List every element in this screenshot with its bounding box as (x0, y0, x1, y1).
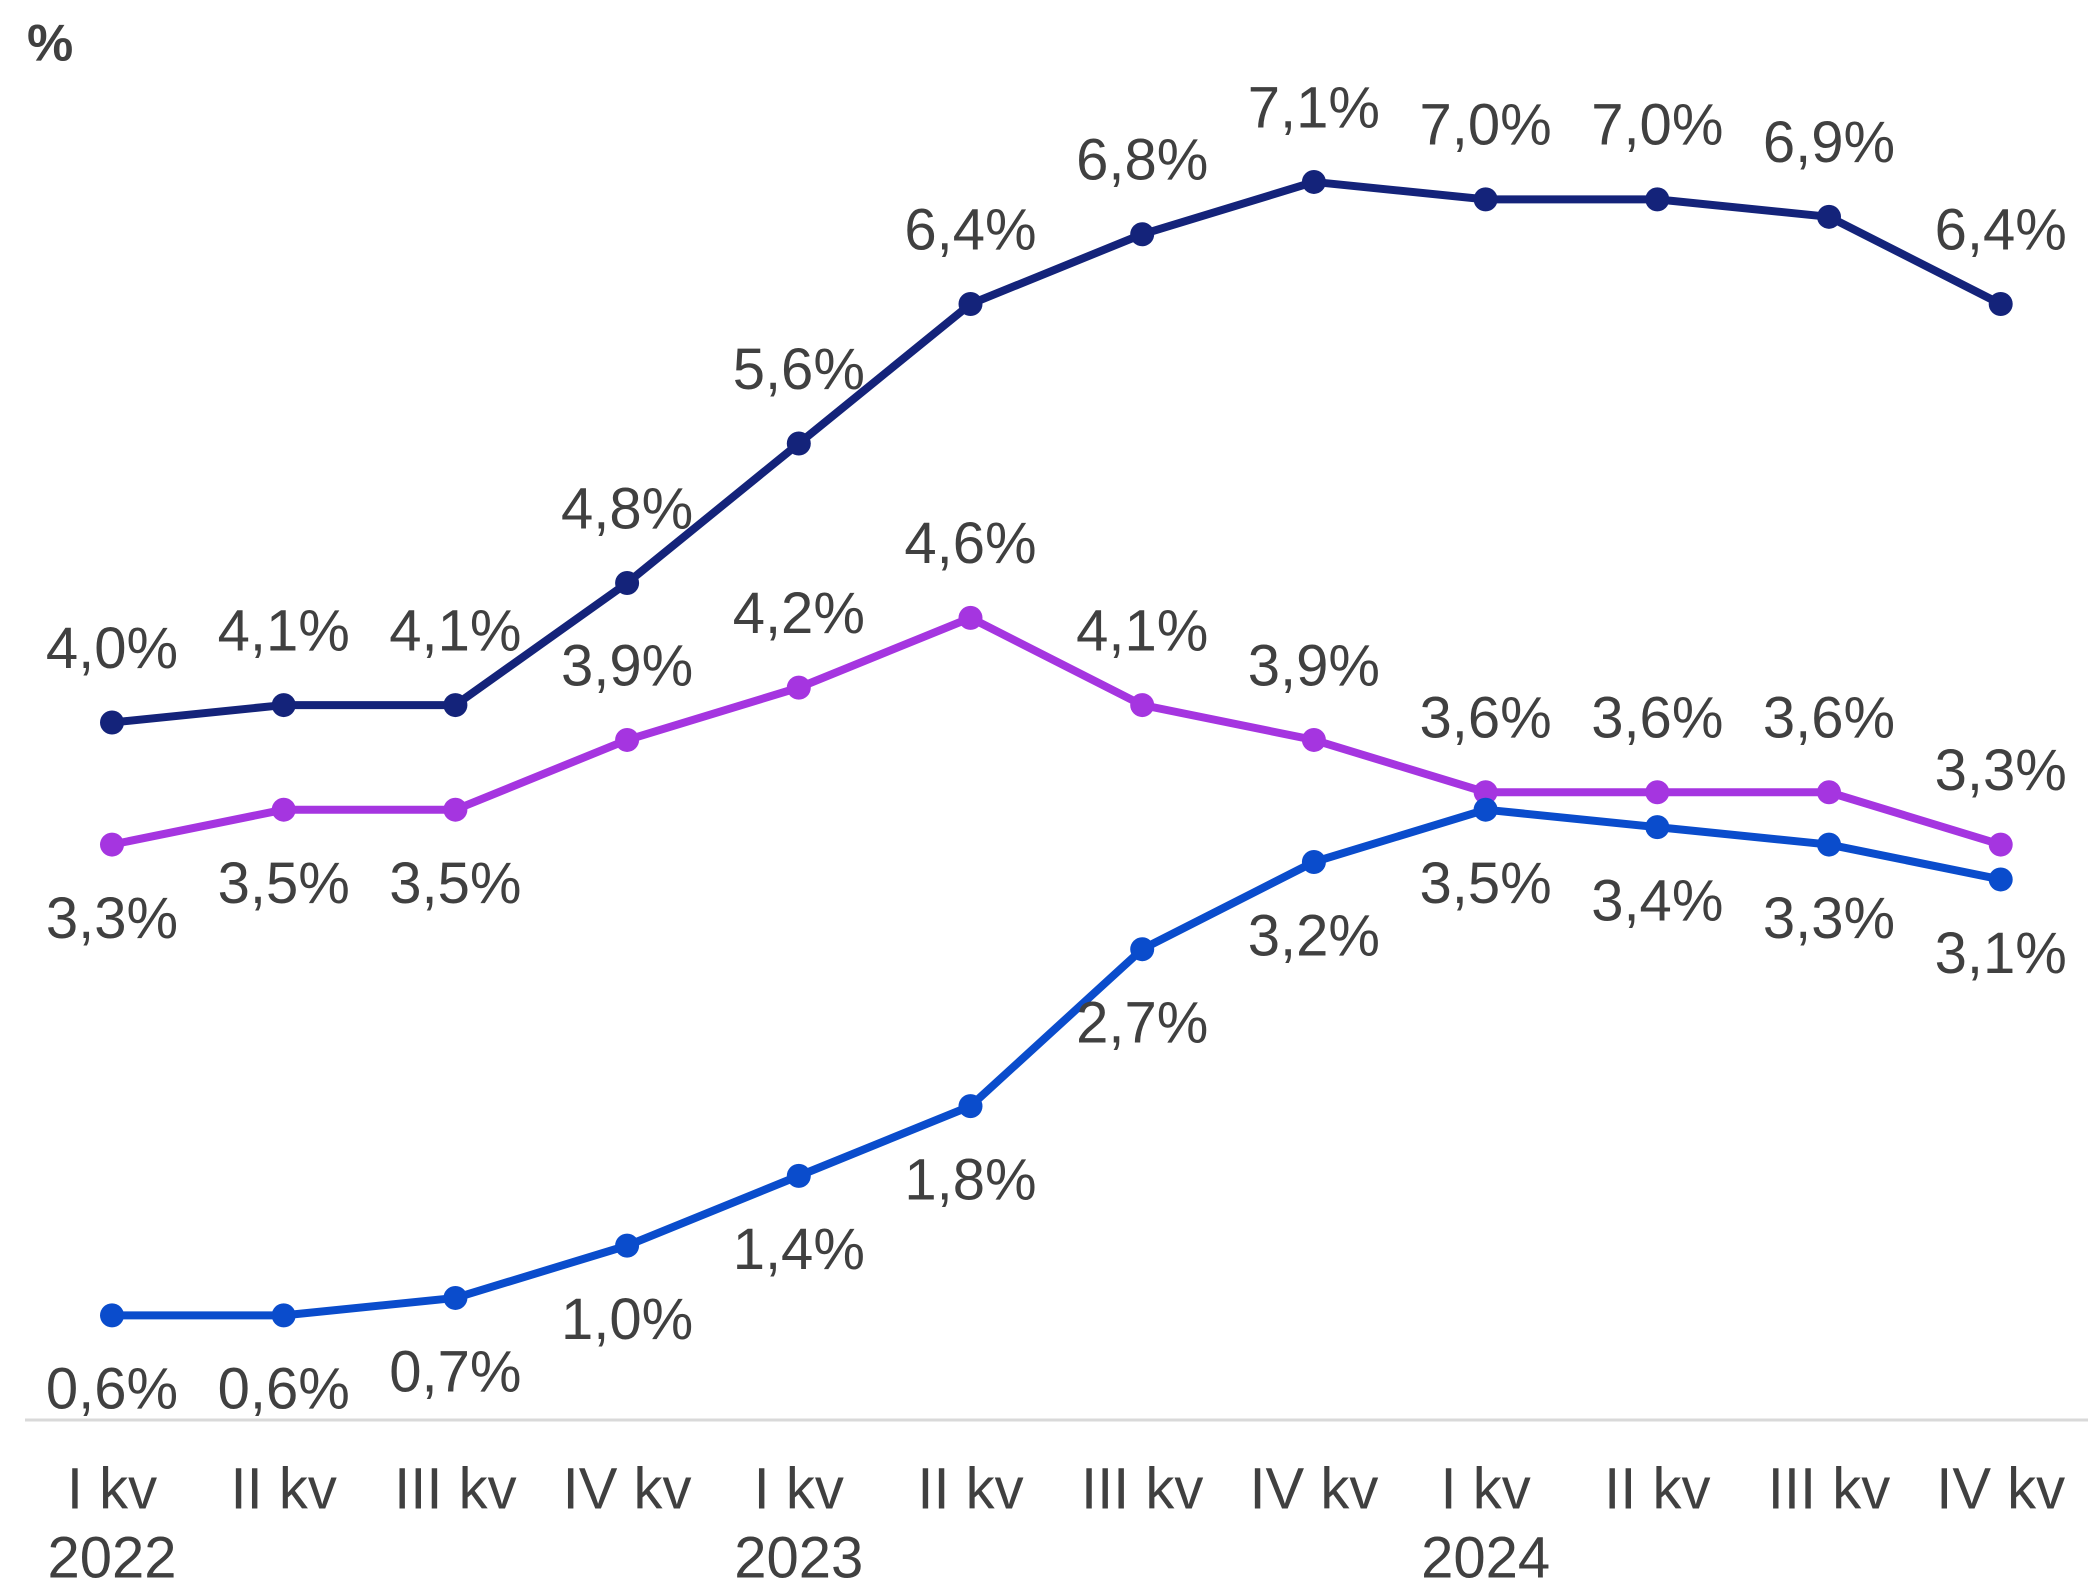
point (1645, 780, 1670, 805)
data-label: 4,1% (218, 598, 350, 663)
data-label: 5,6% (733, 337, 865, 402)
year-label: 2024 (1421, 1525, 1550, 1590)
point (443, 1285, 468, 1310)
point (1130, 693, 1155, 718)
point (1988, 867, 2013, 892)
data-label: 0,6% (46, 1357, 178, 1422)
point (786, 431, 811, 456)
data-label: 4,2% (733, 581, 865, 646)
point (615, 727, 640, 752)
data-label: 3,2% (1248, 903, 1380, 968)
data-label: 3,5% (389, 851, 521, 916)
data-label: 3,9% (1248, 633, 1380, 698)
point (1645, 187, 1670, 212)
data-label: 6,8% (1076, 128, 1208, 193)
data-label: 3,3% (46, 886, 178, 951)
x-tick-label: I kv (1440, 1456, 1530, 1521)
data-label: 6,4% (904, 197, 1036, 262)
point (958, 292, 983, 316)
data-label: 3,5% (218, 851, 350, 916)
data-label: 0,7% (389, 1339, 521, 1404)
point (615, 571, 640, 595)
data-label: 1,0% (561, 1287, 693, 1352)
point (100, 832, 124, 857)
data-label: 3,6% (1591, 686, 1723, 751)
data-label: 2,7% (1076, 991, 1208, 1056)
point (1817, 832, 1841, 857)
point (100, 1303, 124, 1328)
point (271, 797, 296, 822)
x-tick-label: III kv (1081, 1456, 1203, 1521)
unit-label: % (27, 15, 73, 73)
point (271, 1303, 296, 1328)
x-tick-label: II kv (231, 1456, 337, 1521)
point (615, 1233, 640, 1258)
x-tick-label: IV kv (1936, 1456, 2065, 1521)
series-line (111, 177, 2003, 727)
data-label: 3,9% (561, 633, 693, 698)
point (1301, 850, 1326, 874)
point (1130, 937, 1155, 962)
point (958, 1094, 983, 1119)
point (1817, 204, 1841, 229)
point (1301, 169, 1326, 194)
series-line (112, 805, 2002, 1320)
data-label: 4,0% (46, 616, 178, 681)
point (1988, 832, 2013, 857)
point (786, 675, 811, 700)
data-label: 4,8% (561, 476, 693, 541)
point (1473, 187, 1498, 212)
data-label: 3,1% (1935, 921, 2067, 986)
x-tick-label: II kv (917, 1456, 1023, 1521)
year-label: 2022 (47, 1525, 176, 1590)
point (1301, 727, 1326, 752)
data-label: 6,9% (1763, 110, 1895, 175)
data-label: 3,5% (1419, 851, 1551, 916)
point (1817, 780, 1841, 805)
data-label: 7,0% (1419, 93, 1551, 158)
data-label: 3,3% (1763, 886, 1895, 951)
series-line (111, 613, 2002, 849)
x-tick-label: III kv (1768, 1456, 1890, 1521)
data-label: 4,6% (904, 511, 1036, 576)
data-label: 3,3% (1935, 738, 2067, 803)
point (443, 797, 468, 822)
point (100, 710, 124, 735)
data-label: 6,4% (1935, 197, 2067, 262)
year-label: 2023 (734, 1525, 863, 1590)
point (958, 605, 983, 630)
data-label: 3,4% (1591, 868, 1723, 933)
x-tick-label: I kv (754, 1456, 844, 1521)
x-tick-label: IV kv (1249, 1456, 1378, 1521)
data-label: 3,6% (1763, 686, 1895, 751)
x-tick-label: IV kv (563, 1456, 692, 1521)
x-tick-label: I kv (67, 1456, 157, 1521)
data-label: 0,6% (218, 1357, 350, 1422)
point (1130, 222, 1155, 247)
point (1473, 780, 1498, 805)
point (786, 1163, 811, 1188)
data-label: 1,4% (733, 1217, 865, 1282)
x-tick-label: II kv (1604, 1456, 1710, 1521)
data-label: 7,0% (1591, 93, 1723, 158)
data-label: 4,1% (1076, 598, 1208, 663)
data-label: 3,6% (1419, 686, 1551, 751)
point (443, 693, 468, 718)
data-label: 7,1% (1248, 75, 1380, 140)
point (271, 693, 296, 718)
x-tick-label: III kv (394, 1456, 516, 1521)
point (1473, 797, 1498, 822)
data-label: 4,1% (389, 598, 521, 663)
point (1645, 815, 1670, 840)
point (1988, 292, 2013, 316)
data-label: 1,8% (904, 1147, 1036, 1212)
